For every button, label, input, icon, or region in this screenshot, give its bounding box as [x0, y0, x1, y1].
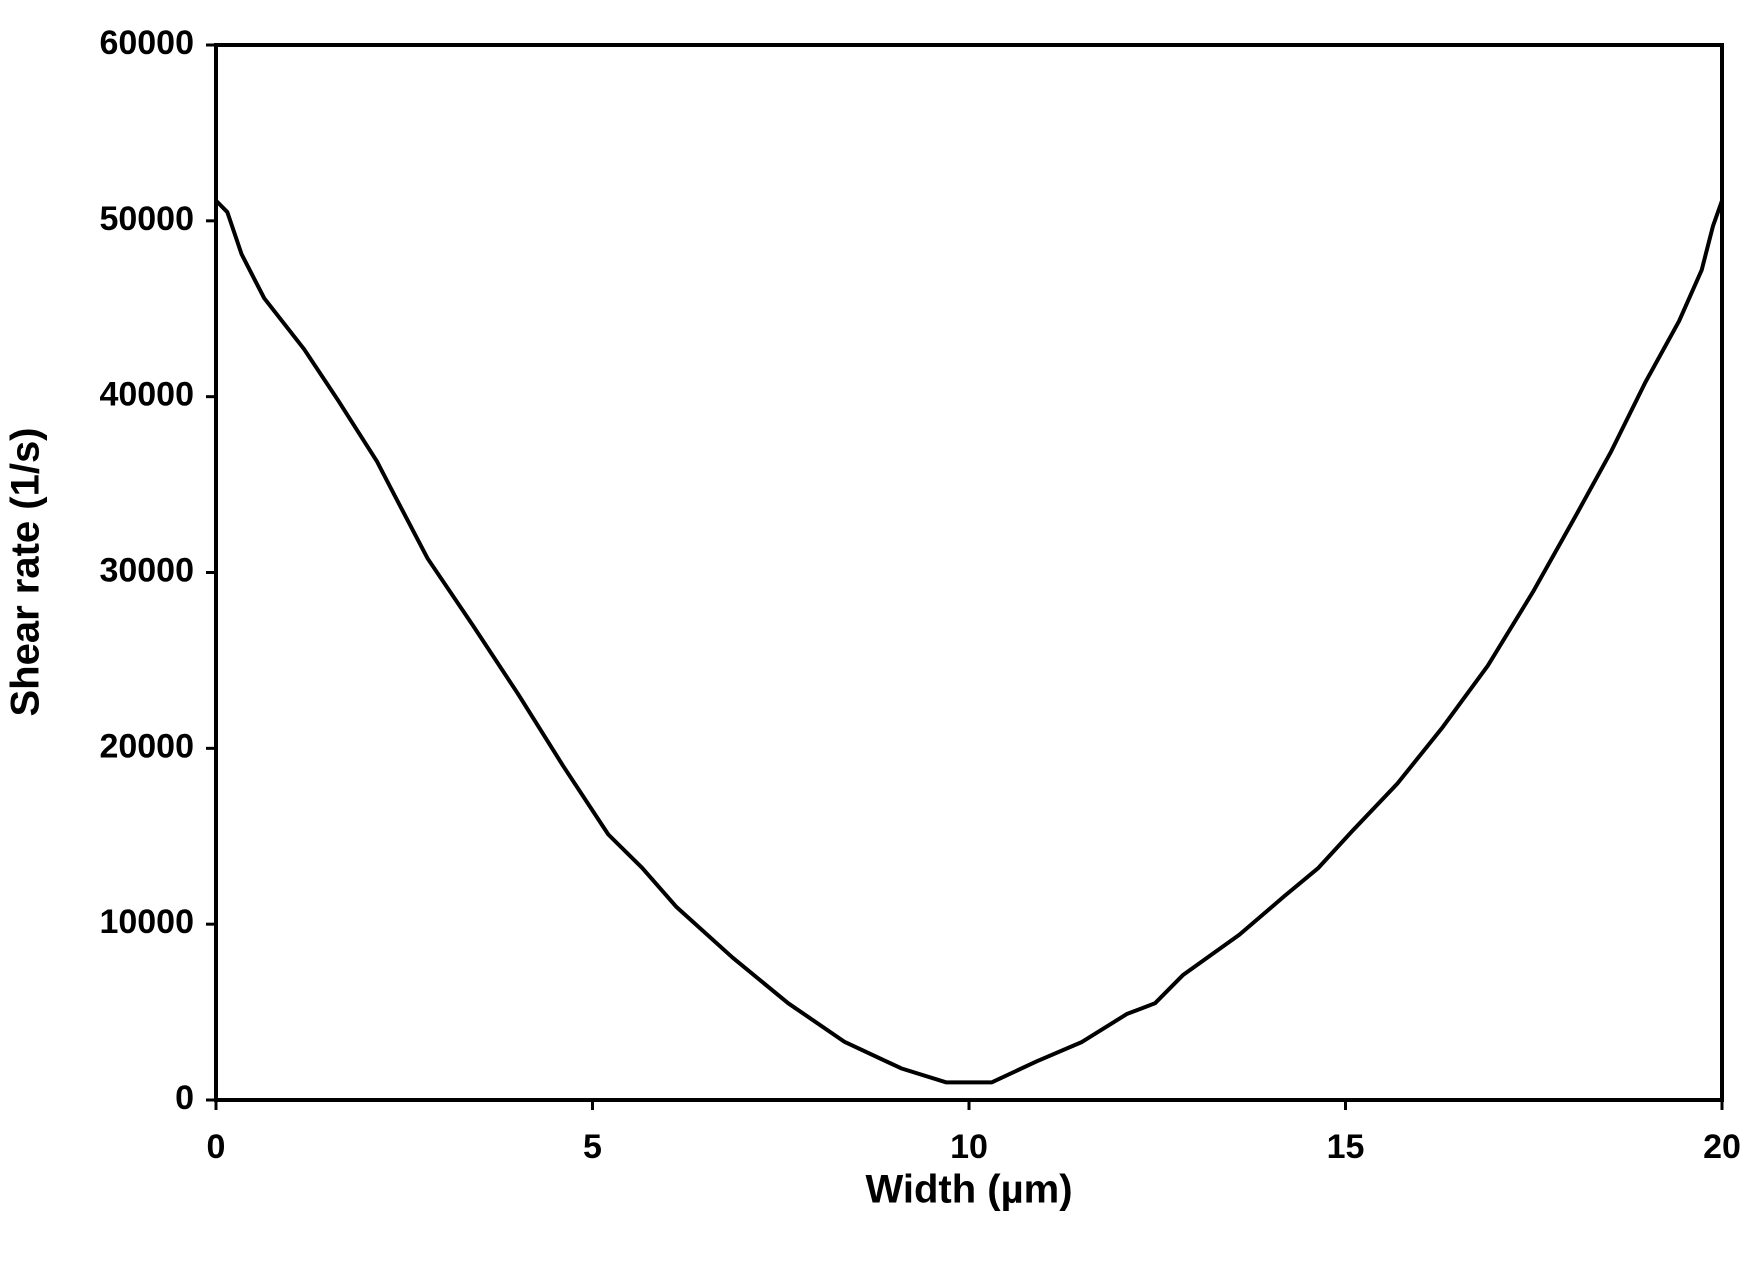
y-tick-label: 50000	[99, 200, 194, 238]
y-tick-label: 30000	[99, 551, 194, 589]
x-tick-label: 0	[207, 1128, 226, 1166]
x-tick-label: 20	[1703, 1128, 1741, 1166]
y-axis-title: Shear rate (1/s)	[4, 427, 48, 716]
x-tick-label: 10	[950, 1128, 988, 1166]
x-tick-label: 5	[583, 1128, 602, 1166]
plot-frame	[214, 43, 1724, 1102]
y-tick-label: 10000	[99, 903, 194, 941]
y-tick-label: 60000	[99, 24, 194, 62]
x-axis-title: Width (µm)	[865, 1168, 1072, 1212]
x-tick-label: 15	[1327, 1128, 1365, 1166]
y-tick-label: 20000	[99, 727, 194, 765]
y-tick-label: 40000	[99, 376, 194, 414]
data-line	[214, 199, 1724, 1085]
y-tick-label: 0	[175, 1079, 194, 1117]
